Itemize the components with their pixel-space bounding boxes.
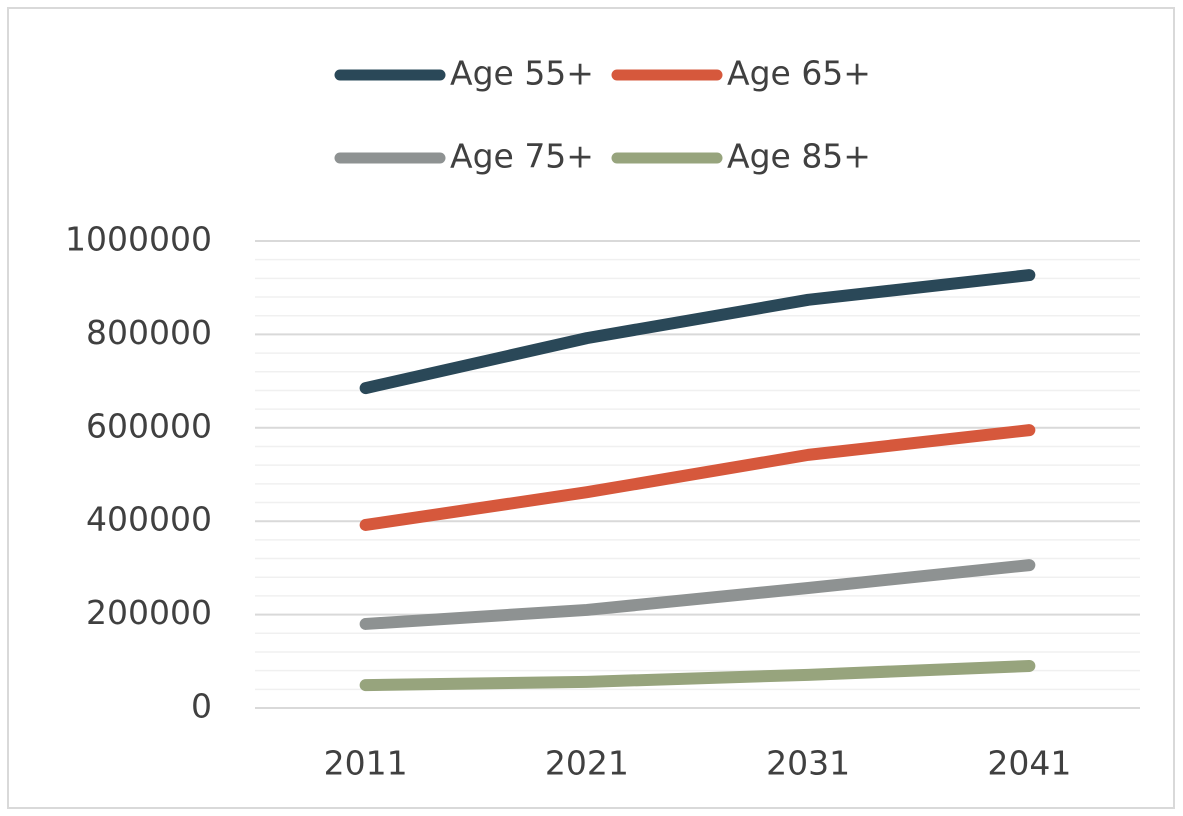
legend-label: Age 85+: [727, 137, 871, 176]
x-tick-label: 2041: [987, 744, 1071, 783]
y-tick-label: 200000: [86, 593, 212, 632]
series-line: [359, 269, 1036, 395]
x-tick-label: 2011: [324, 744, 408, 783]
x-tick-label: 2031: [766, 744, 850, 783]
y-tick-label: 600000: [86, 406, 212, 445]
chart-border: [7, 7, 1175, 809]
legend-label: Age 65+: [727, 54, 871, 93]
legend-label: Age 55+: [450, 54, 594, 93]
y-tick-label: 0: [191, 687, 212, 726]
series-line: [359, 659, 1036, 692]
y-tick-label: 400000: [86, 500, 212, 539]
legend-label: Age 75+: [450, 137, 594, 176]
series-line: [359, 424, 1036, 531]
y-tick-label: 800000: [86, 313, 212, 352]
x-tick-label: 2021: [545, 744, 629, 783]
series-line: [359, 559, 1036, 630]
y-tick-label: 1000000: [65, 220, 212, 259]
